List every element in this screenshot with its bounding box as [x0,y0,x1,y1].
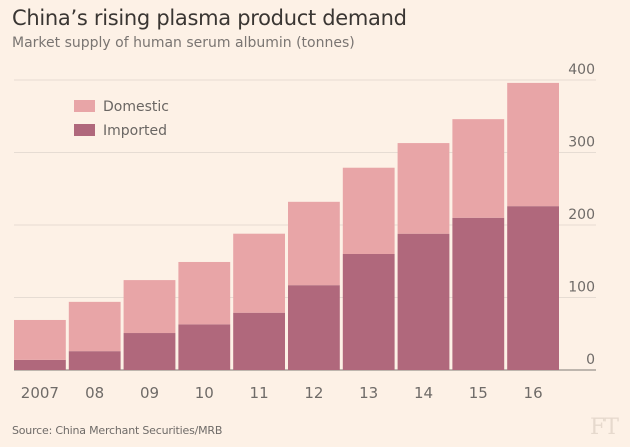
bar-imported-16 [507,206,559,370]
y-tick-label: 0 [586,352,595,368]
x-tick-label: 13 [359,384,378,402]
bar-domestic-08 [68,301,121,352]
y-axis-ticks: 0 100 200 300 400 [568,62,595,368]
x-tick-label: 11 [250,384,269,402]
bar-imported-09 [123,333,176,370]
bar-domestic-11 [233,233,285,313]
bar-imported-08 [68,351,121,370]
bars [14,82,559,370]
y-tick-label: 300 [568,135,595,151]
source-note: Source: China Merchant Securities/MRB [12,424,223,437]
bar-domestic-2007 [14,319,66,360]
x-tick-label: 08 [85,384,104,402]
bar-imported-11 [233,312,285,370]
bar-domestic-15 [452,119,505,218]
bar-imported-2007 [14,359,66,370]
bar-domestic-13 [342,167,395,254]
bar-domestic-10 [178,261,231,325]
x-tick-label: 16 [524,384,543,402]
x-tick-label: 14 [414,384,433,402]
x-tick-label: 2007 [21,384,59,402]
x-tick-label: 10 [195,384,214,402]
x-tick-label: 12 [304,384,323,402]
legend-label-domestic: Domestic [103,99,169,115]
y-tick-label: 400 [568,62,595,78]
bar-domestic-12 [288,201,340,286]
y-tick-label: 200 [568,207,595,223]
bar-imported-14 [397,233,450,370]
bar-domestic-14 [397,143,450,234]
x-axis-ticks: 2007 08 09 10 11 12 13 14 15 16 [21,384,543,402]
y-tick-label: 100 [568,280,595,296]
legend-label-imported: Imported [103,123,167,139]
ft-logo: FT [590,415,619,440]
legend: Domestic Imported [74,99,169,139]
legend-swatch-imported [74,124,95,136]
chart-title: China’s rising plasma product demand [12,6,407,30]
bar-imported-10 [178,324,231,370]
legend-swatch-domestic [74,100,95,112]
bar-domestic-16 [507,82,559,207]
bar-imported-15 [452,217,505,370]
x-tick-label: 15 [469,384,488,402]
chart-subtitle: Market supply of human serum albumin (to… [12,35,355,51]
bar-imported-12 [288,285,340,370]
bar-domestic-09 [123,280,176,334]
x-tick-label: 09 [140,384,159,402]
bar-imported-13 [342,254,395,370]
